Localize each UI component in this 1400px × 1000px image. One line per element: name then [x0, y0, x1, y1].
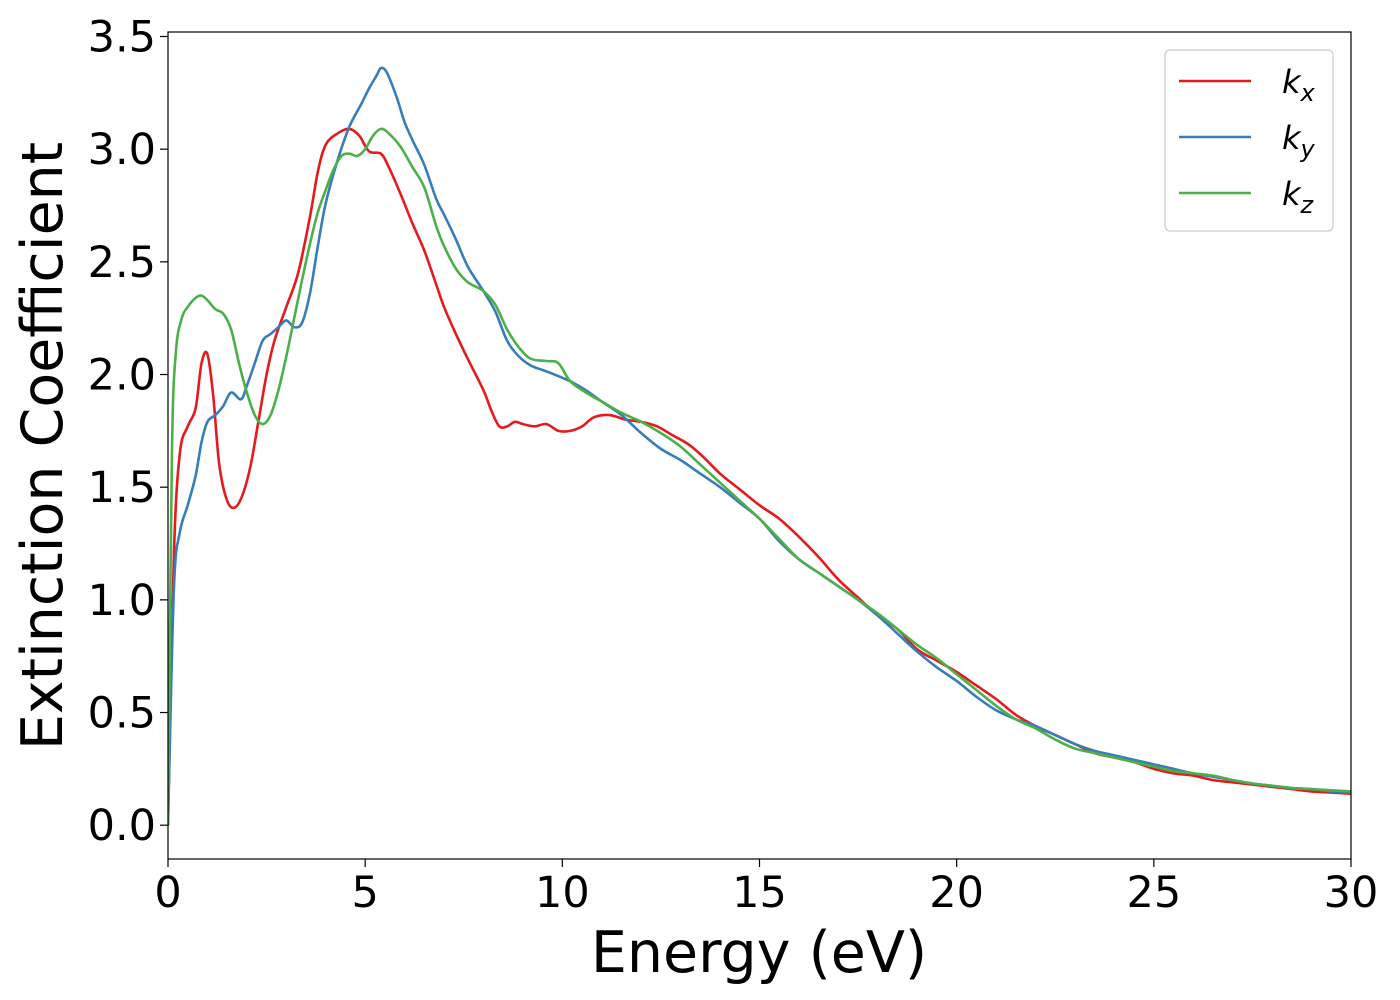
legend-frame — [1164, 49, 1334, 232]
y-tick-label: 2.0 — [88, 351, 156, 401]
x-tick-label: 30 — [1324, 868, 1379, 918]
y-tick-label: 3.0 — [88, 125, 156, 175]
legend-label-base: k — [1282, 175, 1302, 213]
y-tick-label: 1.0 — [88, 576, 156, 626]
x-axis: 0 5 10 15 20 25 30 — [154, 859, 1378, 918]
y-axis-title: Extinction Coefficient — [10, 142, 76, 750]
series-line-ky — [168, 66, 1351, 826]
legend-label-base: k — [1282, 119, 1302, 157]
series-line-kx — [168, 127, 1351, 826]
legend-label-ky: ky — [1282, 119, 1316, 163]
x-axis-title: Energy (eV) — [591, 920, 927, 986]
x-tick-label: 15 — [732, 868, 787, 918]
y-tick-label: 2.5 — [88, 238, 156, 288]
y-tick-label: 0.5 — [88, 689, 156, 739]
legend-label-base: k — [1282, 63, 1302, 101]
x-tick-label: 5 — [351, 868, 378, 918]
series-layer — [168, 66, 1351, 826]
y-tick-label: 3.5 — [88, 13, 156, 63]
y-axis: 0.0 0.5 1.0 1.5 2.0 2.5 3.0 3.5 — [88, 13, 168, 851]
x-tick-label: 10 — [535, 868, 590, 918]
legend-label-subscript: x — [1300, 79, 1316, 107]
x-tick-label: 25 — [1126, 868, 1181, 918]
legend-label-kx: kx — [1282, 63, 1316, 107]
series-line-kz — [168, 127, 1351, 826]
legend-label-subscript: y — [1300, 135, 1316, 163]
y-tick-label: 1.5 — [88, 463, 156, 513]
y-tick-label: 0.0 — [88, 801, 156, 851]
legend-label-subscript: z — [1300, 191, 1315, 219]
x-tick-label: 0 — [154, 868, 181, 918]
x-tick-label: 20 — [929, 868, 984, 918]
legend-label-kz: kz — [1282, 175, 1315, 219]
